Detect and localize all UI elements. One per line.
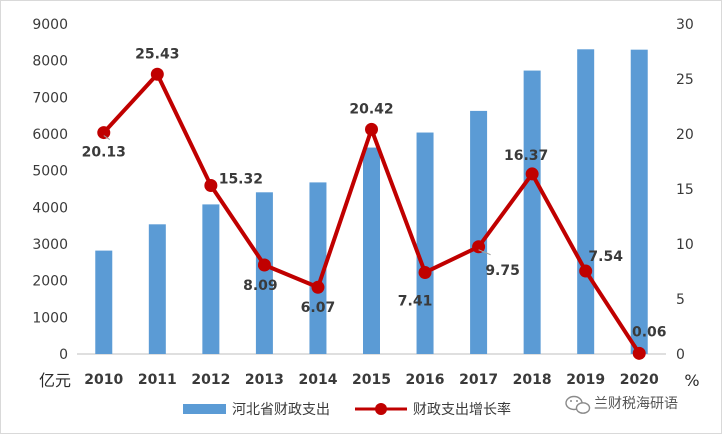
x-tick-label: 2017 bbox=[459, 372, 498, 388]
point-2013 bbox=[257, 258, 271, 272]
bar-2018 bbox=[523, 70, 541, 355]
point-2012 bbox=[204, 178, 218, 192]
left-axis-tick-label: 5000 bbox=[32, 164, 68, 180]
x-tick-label: 2014 bbox=[298, 372, 337, 388]
data-label-2012: 15.32 bbox=[219, 171, 263, 187]
point-2016 bbox=[418, 265, 432, 279]
left-axis-unit: 亿元 bbox=[39, 371, 71, 390]
point-2019 bbox=[579, 264, 593, 278]
line-points bbox=[97, 67, 646, 360]
watermark: 兰财税海研语 bbox=[565, 395, 678, 414]
bar-2012 bbox=[202, 204, 220, 354]
data-label-2017: 9.75 bbox=[485, 263, 520, 279]
bar-2017 bbox=[470, 110, 488, 355]
data-label-2019: 7.54 bbox=[588, 249, 623, 265]
bar-2011 bbox=[148, 224, 166, 354]
x-tick-label: 2018 bbox=[513, 372, 552, 388]
x-tick-label: 2015 bbox=[352, 372, 391, 388]
right-axis-tick-label: 25 bbox=[676, 72, 694, 88]
data-label-2011: 25.43 bbox=[135, 46, 179, 62]
x-tick-label: 2016 bbox=[406, 372, 445, 388]
legend-bar-label: 河北省财政支出 bbox=[232, 402, 330, 418]
bar-2016 bbox=[416, 132, 434, 354]
data-label-2015: 20.42 bbox=[349, 101, 393, 117]
bar-2015 bbox=[363, 147, 380, 354]
right-axis-tick-label: 20 bbox=[676, 127, 694, 143]
left-axis-tick-label: 6000 bbox=[32, 127, 68, 143]
watermark-text: 兰财税海研语 bbox=[594, 396, 678, 412]
point-2018 bbox=[525, 167, 539, 181]
left-axis-tick-label: 9000 bbox=[32, 17, 68, 33]
data-label-2016: 7.41 bbox=[398, 293, 433, 309]
bar-2019 bbox=[577, 49, 595, 355]
legend: 河北省财政支出 财政支出增长率 bbox=[183, 401, 511, 418]
right-axis-ticks: 0 5 10 15 20 25 30 bbox=[676, 17, 694, 363]
point-2020 bbox=[632, 346, 646, 360]
point-2015 bbox=[365, 122, 378, 136]
bar-series bbox=[95, 49, 648, 355]
x-tick-label: 2011 bbox=[138, 372, 177, 388]
right-axis-tick-label: 30 bbox=[676, 17, 694, 33]
data-label-2020: 0.06 bbox=[632, 324, 667, 340]
point-2011 bbox=[150, 67, 164, 81]
point-2017 bbox=[472, 240, 486, 254]
point-2010 bbox=[97, 126, 111, 140]
bar-2010 bbox=[95, 250, 113, 354]
category-labels: 2010 2011 2012 2013 2014 2015 2016 2017 2018 2019… bbox=[84, 372, 659, 388]
data-label-2018: 16.37 bbox=[504, 148, 548, 164]
data-labels: 20.13 25.43 15.32 8.09 6.07 20.42 7.41 9.75 16.3… bbox=[82, 46, 667, 340]
legend-line-label: 财政支出增长率 bbox=[413, 401, 511, 418]
x-tick-label: 2012 bbox=[191, 372, 230, 388]
right-axis-unit: % bbox=[684, 371, 699, 390]
data-label-2010: 20.13 bbox=[82, 145, 126, 161]
right-axis-tick-label: 5 bbox=[676, 292, 685, 308]
bar-2020 bbox=[630, 49, 648, 355]
wechat-icon bbox=[565, 395, 591, 414]
x-tick-label: 2019 bbox=[566, 372, 605, 388]
x-tick-label: 2020 bbox=[620, 372, 659, 388]
right-axis-tick-label: 15 bbox=[676, 182, 694, 198]
x-tick-label: 2013 bbox=[245, 372, 284, 388]
left-axis-tick-label: 3000 bbox=[32, 237, 68, 253]
left-axis-ticks: 0 1000 2000 3000 4000 5000 6000 7000 8000 9000 bbox=[32, 17, 68, 363]
data-label-leader bbox=[103, 135, 111, 140]
data-label-2014: 6.07 bbox=[301, 300, 336, 316]
legend-bar-swatch bbox=[183, 404, 226, 414]
left-axis-tick-label: 1000 bbox=[32, 310, 68, 326]
left-axis-tick-label: 4000 bbox=[32, 200, 68, 216]
legend-line-marker bbox=[375, 403, 387, 415]
left-axis-tick-label: 8000 bbox=[32, 54, 68, 70]
point-2014 bbox=[311, 280, 325, 294]
left-axis-tick-label: 0 bbox=[59, 347, 68, 363]
data-label-2013: 8.09 bbox=[243, 278, 278, 294]
bar-2013 bbox=[255, 192, 273, 354]
x-tick-label: 2010 bbox=[84, 372, 123, 388]
right-axis-tick-label: 10 bbox=[676, 237, 694, 253]
right-axis-tick-label: 0 bbox=[676, 347, 685, 363]
data-label-leader bbox=[478, 249, 491, 256]
left-axis-tick-label: 7000 bbox=[32, 90, 68, 106]
left-axis-tick-label: 2000 bbox=[32, 274, 68, 290]
bar-2014 bbox=[309, 182, 327, 354]
